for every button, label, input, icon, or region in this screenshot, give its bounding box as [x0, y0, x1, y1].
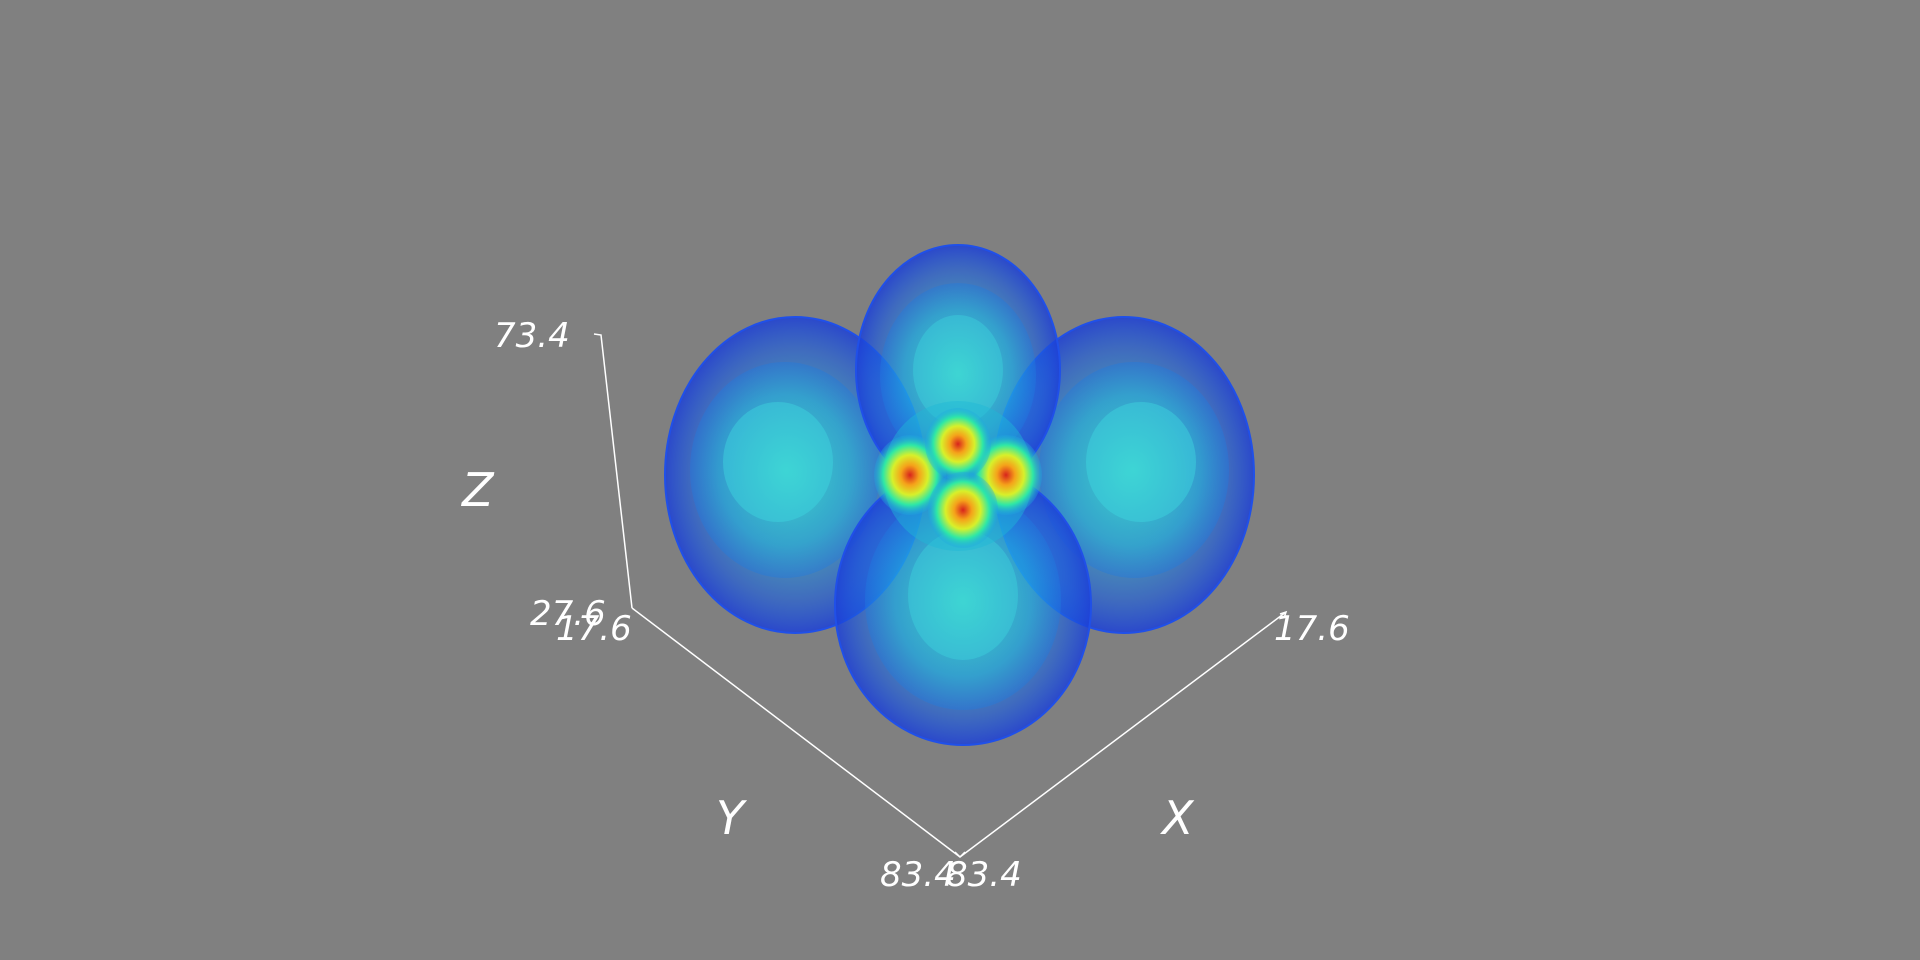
core-top	[925, 408, 991, 480]
z-axis-title: Z	[460, 463, 495, 517]
x-axis-title: X	[1160, 791, 1195, 845]
y-axis-title: Y	[716, 791, 748, 845]
y-axis-line	[631, 607, 961, 858]
z-axis-line	[593, 333, 633, 609]
z-tick-max: 73.4	[494, 316, 570, 356]
y-tick-min: 83.4	[880, 855, 956, 895]
x-tick-min: 83.4	[946, 855, 1022, 895]
core-cluster	[874, 401, 1042, 551]
core-bottom	[928, 472, 998, 548]
bottom-lobe	[834, 464, 1092, 746]
x-axis-line	[959, 611, 1287, 858]
axes-box	[593, 333, 1288, 859]
x-tick-max: 17.6	[1274, 609, 1350, 649]
right-lobe	[993, 316, 1255, 634]
top-lobe	[855, 244, 1061, 496]
y-tick-max: 17.6	[556, 609, 632, 649]
z-tick-min: 27.6	[530, 594, 606, 634]
